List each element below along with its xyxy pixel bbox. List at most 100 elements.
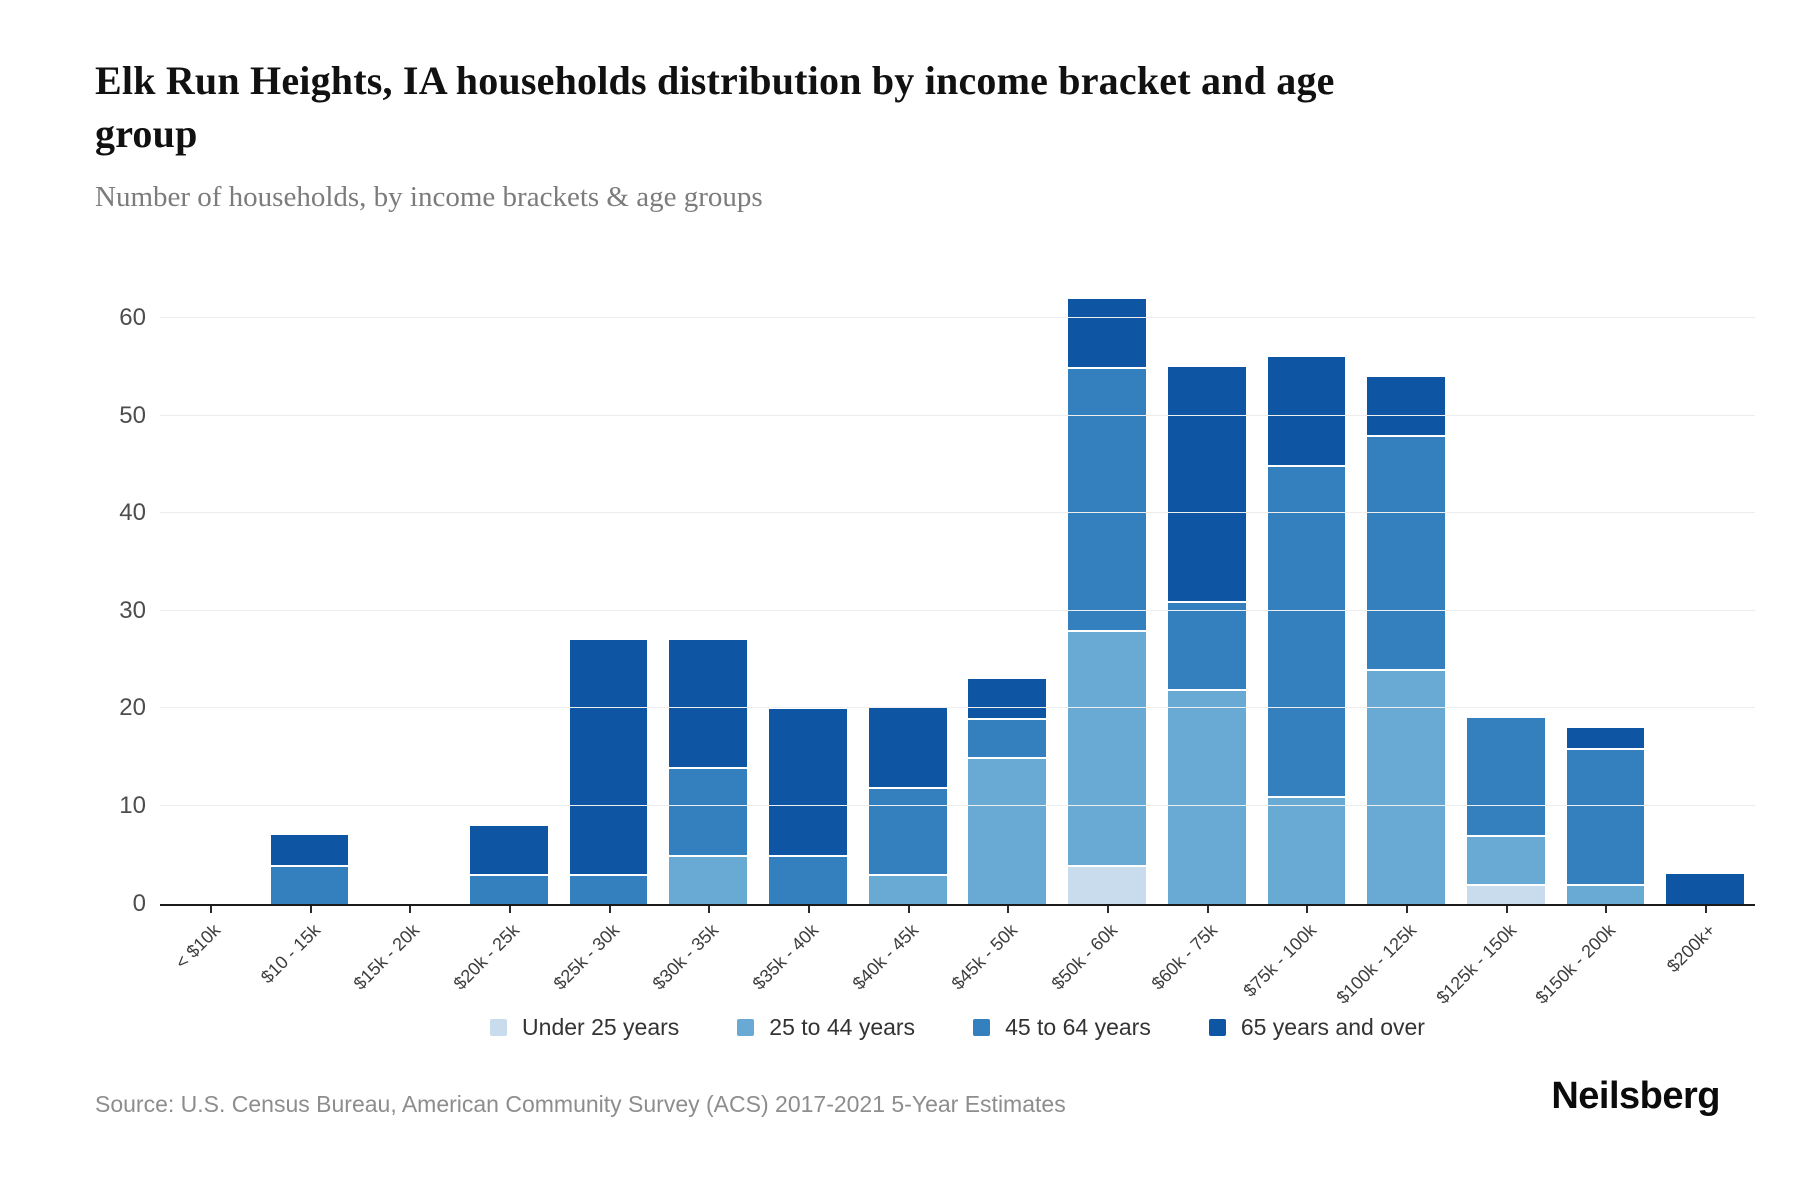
stacked-bar[interactable] [669,640,748,904]
bar-slot: $15k - 20k [350,264,459,993]
bar-segment[interactable] [769,708,847,855]
x-axis-label-text: $75k - 100k [1239,919,1321,1001]
stacked-bar[interactable] [868,708,947,904]
bar-segment[interactable] [569,874,648,904]
x-axis-label-text: $35k - 40k [748,919,823,994]
x-axis-label-text: $125k - 150k [1432,919,1520,1008]
bar-segment[interactable] [1466,718,1545,836]
bar-segment[interactable] [769,854,847,904]
bar-segment[interactable] [1566,884,1645,904]
bar-segment[interactable] [868,874,947,904]
plot-area: < $10k $10 - 15k $15k - 20k $20k - 25k $25k … [119,264,1755,1007]
bar-slot: < $10k [160,264,260,972]
x-axis-tick [1107,905,1110,913]
bar-segment[interactable] [1068,630,1146,865]
bar-segment[interactable] [1267,464,1346,797]
x-axis-tick [1406,905,1409,913]
x-axis-tick [1007,905,1010,913]
bar-segment[interactable] [1167,601,1246,689]
bar-slot: $10 - 15k [256,264,360,987]
stacked-bar[interactable] [1666,874,1745,904]
bar-slot: $60k - 75k [1147,264,1257,993]
x-axis-tick [1306,905,1309,913]
x-axis-tick [1605,905,1608,913]
stacked-bar[interactable] [1167,367,1246,904]
bar-segment[interactable] [1167,688,1246,904]
bar-slot: $125k - 150k [1432,264,1556,1007]
bar-segment[interactable] [1367,669,1445,904]
bar-segment[interactable] [868,786,947,875]
x-axis-tick [708,905,711,913]
gridline-30 [160,609,1755,611]
bar-segment[interactable] [1267,357,1346,465]
bar-slot: $200k+ [1655,264,1755,976]
bar-segment[interactable] [1466,884,1545,904]
x-axis-tick [508,905,511,913]
stacked-bar[interactable] [1566,728,1645,904]
bar-segment[interactable] [669,640,748,768]
bar-slot: $75k - 100k [1240,264,1357,1000]
bar-segment[interactable] [669,767,748,855]
bar-segment[interactable] [1367,376,1445,436]
gridline-10 [160,805,1755,807]
bar-segment[interactable] [470,825,548,875]
legend-swatch [490,1018,508,1036]
legend-item[interactable]: 45 to 64 years [973,1014,1151,1041]
stacked-bar[interactable] [270,835,349,904]
bar-segment[interactable] [270,864,349,904]
x-axis-label-text: $30k - 35k [648,919,723,994]
bar-segment[interactable] [1466,835,1545,885]
gridline-60 [160,317,1755,319]
y-axis-tick-label-50: 50 [119,401,146,429]
bar-segment[interactable] [669,854,748,904]
x-axis-label-text: $150k - 200k [1531,919,1620,1008]
bar-segment[interactable] [1666,874,1745,904]
x-axis-label-text: $45k - 50k [947,919,1022,994]
bar-segment[interactable] [968,679,1047,719]
footer: Source: U.S. Census Bureau, American Com… [95,1075,1755,1118]
bar-segment[interactable] [1566,728,1645,748]
stacked-bar[interactable] [769,708,847,904]
stacked-bar[interactable] [1068,298,1146,904]
x-axis-tick [209,905,212,913]
legend-swatch [1208,1018,1226,1036]
x-axis-label-text: $20k - 25k [449,919,524,994]
bar-slot: $40k - 45k [848,264,958,993]
chart-title: Elk Run Heights, IA households distribut… [95,58,1335,156]
bar-segment[interactable] [1566,747,1645,885]
legend-item[interactable]: Under 25 years [490,1014,679,1041]
bar-segment[interactable] [569,640,648,875]
bar-segment[interactable] [270,835,349,865]
bar-slot: $30k - 35k [649,264,758,993]
x-axis-tick [608,905,611,913]
stacked-bar[interactable] [1466,718,1545,904]
x-axis-tick [907,905,910,913]
bar-segment[interactable] [470,874,548,904]
legend-item[interactable]: 65 years and over [1208,1013,1425,1041]
legend-label: 65 years and over [1240,1013,1425,1040]
legend-swatch [973,1018,991,1036]
bar-segment[interactable] [1068,864,1146,904]
gridline-40 [160,512,1755,514]
bar-segment[interactable] [968,757,1047,904]
bar-segment[interactable] [1068,298,1146,368]
stacked-bar[interactable] [470,825,548,904]
legend: Under 25 years 25 to 44 years 45 to 64 yea… [160,1014,1755,1041]
bar-segment[interactable] [968,718,1047,758]
bar-segment[interactable] [1267,796,1346,904]
bar-segment[interactable] [1167,367,1246,602]
stacked-bar[interactable] [1267,357,1346,904]
bar-slot: $45k - 50k [948,264,1058,993]
stacked-bar[interactable] [1367,376,1445,904]
bar-segment[interactable] [868,708,947,787]
bar-segment[interactable] [1367,435,1445,670]
x-axis-tick [1705,905,1708,913]
legend-swatch [737,1018,755,1036]
legend-item[interactable]: 25 to 44 years [737,1014,915,1041]
bar-slot: $25k - 30k [549,264,659,993]
stacked-bar[interactable] [968,679,1047,904]
bar-segment[interactable] [1068,367,1146,631]
stacked-bar[interactable] [569,640,648,904]
source-text: Source: U.S. Census Bureau, American Com… [95,1090,1066,1117]
